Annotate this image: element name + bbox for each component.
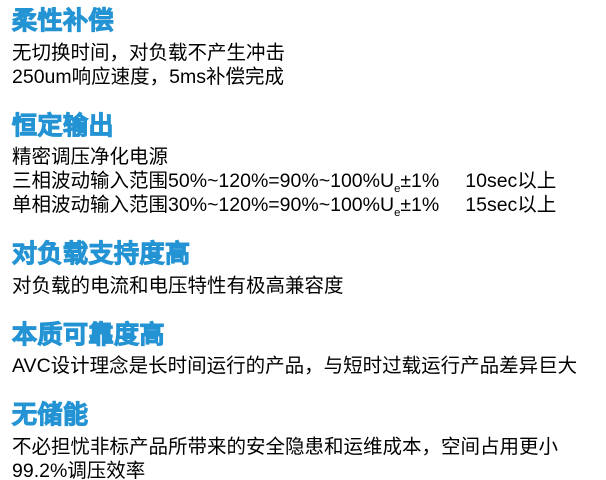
section-line: 无切换时间，对负载不产生冲击 — [12, 41, 286, 64]
voltage-subscript: e — [394, 206, 401, 219]
spec-line-single-phase: 单相波动输入范围30%~120%=90%~100%Ue±1% 15sec以上 — [12, 193, 606, 219]
section-line: 精密调压净化电源 — [12, 146, 169, 168]
section-line: 250um响应速度，5ms补偿完成 — [12, 65, 284, 88]
spec-prefix: 单相波动输入范围30%~120%=90%~100%U — [12, 194, 395, 216]
section-flexible-compensation: 柔性补偿 无切换时间，对负载不产生冲击 250um响应速度，5ms补偿完成 — [12, 7, 606, 89]
section-line: AVC设计理念是长时间运行的产品，与短时过载运行产品差异巨大 — [12, 355, 578, 377]
section-heading: 本质可靠度高 — [12, 320, 166, 349]
section-heading: 恒定输出 — [12, 111, 115, 140]
section-line: 不必担忧非标产品所带来的安全隐患和运维成本，空间占用更小 — [12, 435, 559, 458]
section-line: 对负载的电流和电压特性有极高兼容度 — [12, 274, 344, 297]
section-line: 99.2%调压效率 — [12, 459, 146, 480]
spec-tolerance: ±1% — [400, 194, 440, 216]
section-no-energy-storage: 无储能 不必担忧非标产品所带来的安全隐患和运维成本，空间占用更小 99.2%调压… — [12, 401, 606, 480]
spec-prefix: 三相波动输入范围50%~120%=90%~100%U — [12, 170, 395, 192]
spec-tolerance: ±1% — [400, 170, 440, 192]
section-heading: 对负载支持度高 — [12, 240, 191, 268]
section-heading: 柔性补偿 — [12, 7, 115, 35]
section-heading: 无储能 — [12, 401, 89, 429]
section-load-support: 对负载支持度高 对负载的电流和电压特性有极高兼容度 — [12, 240, 606, 298]
spec-line-three-phase: 三相波动输入范围50%~120%=90%~100%Ue±1% 10sec以上 — [12, 169, 606, 195]
spec-duration: 15sec以上 — [465, 194, 557, 216]
section-constant-output: 恒定输出 精密调压净化电源 三相波动输入范围50%~120%=90%~100%U… — [12, 111, 606, 219]
section-reliability: 本质可靠度高 AVC设计理念是长时间运行的产品，与短时过载运行产品差异巨大 — [12, 320, 606, 379]
spec-duration: 10sec以上 — [465, 170, 557, 192]
voltage-subscript: e — [394, 182, 401, 195]
